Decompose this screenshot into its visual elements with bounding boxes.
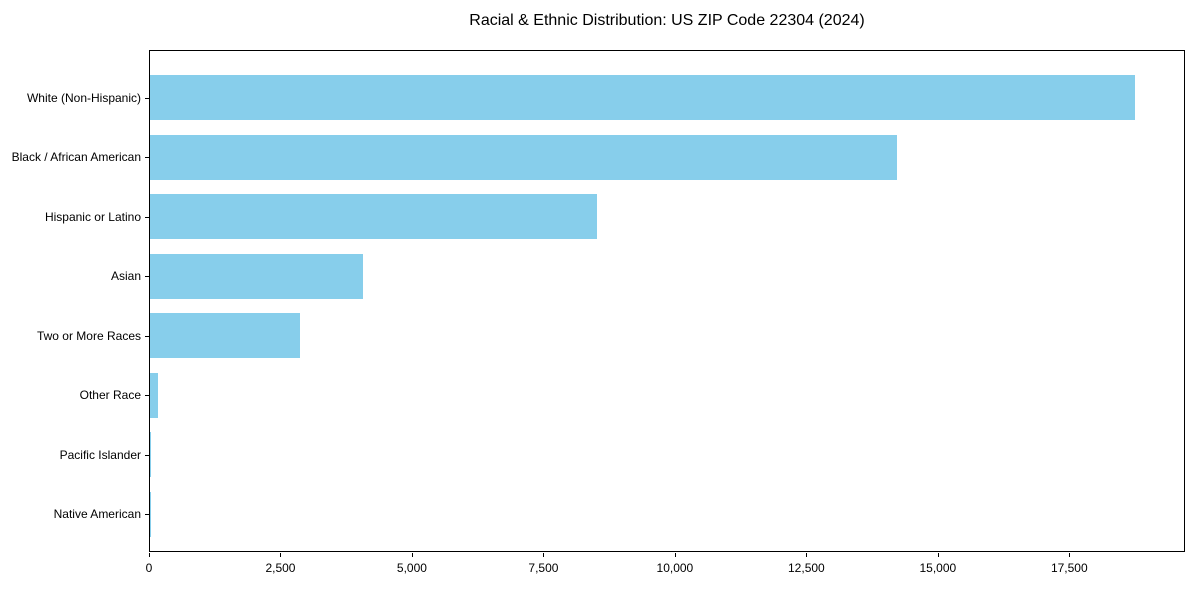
- x-tick-mark: [937, 553, 939, 557]
- x-tick-mark: [149, 553, 150, 557]
- y-axis-label: Native American: [53, 507, 141, 522]
- y-tick-mark: [145, 216, 149, 218]
- y-tick-mark: [145, 97, 149, 99]
- plot-area: White (Non-Hispanic) Black / African Amer…: [12, 50, 1185, 552]
- y-tick-mark: [145, 157, 149, 159]
- bar-other-race: [150, 372, 158, 418]
- bar-row-white-non-hispanic: White (Non-Hispanic): [27, 68, 1184, 128]
- bar-row-hispanic-or-latino: Hispanic or Latino: [45, 187, 1184, 247]
- x-tick-mark: [280, 553, 282, 557]
- y-tick-mark: [145, 454, 149, 456]
- bar-two-or-more-races: [150, 313, 301, 359]
- bar-asian: [150, 253, 363, 299]
- x-tick-mark: [674, 553, 676, 557]
- x-tick-label: 2,500: [265, 561, 296, 575]
- x-tick-mark: [806, 553, 808, 557]
- x-tick-mark: [543, 553, 545, 557]
- y-axis-label: Hispanic or Latino: [44, 209, 141, 224]
- bar-row-native-american: Native American: [54, 485, 1184, 545]
- x-tick-label: 17,500: [1050, 561, 1088, 575]
- bar-pacific-islander: [150, 432, 152, 478]
- bar-white-non-hispanic: [150, 75, 1136, 121]
- x-axis: 0 2,500 5,000 7,500 10,000 12,500 15,000 17,500: [145, 552, 1185, 584]
- x-tick-label: 10,000: [656, 561, 694, 575]
- bar-row-two-or-more-races: Two or More Races: [37, 306, 1184, 366]
- x-tick-label: 0: [145, 561, 153, 575]
- y-axis-label: Asian: [110, 269, 141, 284]
- bar-row-black-african-american: Black / African American: [12, 128, 1184, 188]
- y-axis-label: White (Non-Hispanic): [26, 90, 141, 105]
- y-axis-label: Black / African American: [11, 150, 141, 165]
- chart-title: Racial & Ethnic Distribution: US ZIP Cod…: [469, 12, 865, 29]
- x-tick-label: 5,000: [396, 561, 427, 575]
- y-axis-label: Other Race: [79, 388, 141, 403]
- x-tick-label: 7,500: [528, 561, 559, 575]
- bar-native-american: [150, 491, 151, 537]
- y-tick-mark: [145, 395, 149, 397]
- y-tick-mark: [145, 276, 149, 278]
- x-tick-mark: [411, 553, 413, 557]
- bar-row-pacific-islander: Pacific Islander: [60, 425, 1184, 485]
- bar-row-other-race: Other Race: [80, 366, 1184, 426]
- y-tick-mark: [145, 335, 149, 337]
- bar-hispanic-or-latino: [150, 194, 597, 240]
- x-tick-label: 15,000: [919, 561, 957, 575]
- bar-black-african-american: [150, 134, 898, 180]
- y-axis-label: Pacific Islander: [59, 447, 141, 462]
- y-tick-mark: [145, 514, 149, 516]
- x-tick-mark: [1069, 553, 1071, 557]
- bar-row-asian: Asian: [111, 247, 1184, 307]
- y-axis-label: Two or More Races: [36, 328, 141, 343]
- x-tick-label: 12,500: [788, 561, 825, 575]
